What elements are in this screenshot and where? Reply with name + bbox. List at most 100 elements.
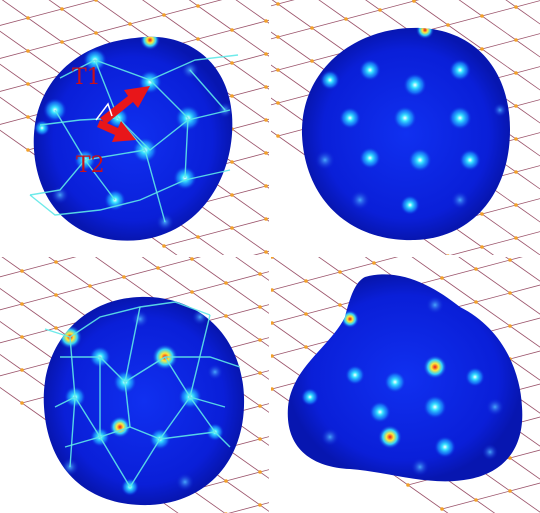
lattice-node — [196, 4, 200, 8]
lattice-line — [259, 270, 270, 275]
lattice-line — [0, 30, 29, 52]
lattice-line — [228, 504, 261, 513]
lattice-line — [0, 50, 29, 59]
lattice-line — [475, 301, 511, 327]
density-peak — [411, 458, 429, 476]
lattice-line — [0, 17, 29, 26]
lattice-line — [235, 257, 261, 275]
lattice-line — [0, 386, 23, 404]
lattice-line — [0, 270, 23, 278]
panel-bottom-left — [0, 257, 270, 513]
lattice-node — [514, 104, 518, 108]
lattice-line — [0, 353, 23, 371]
density-peak — [51, 186, 69, 204]
lattice-line — [27, 8, 63, 19]
lattice-line — [305, 280, 341, 306]
lattice-line — [259, 372, 270, 381]
lattice-node — [60, 7, 64, 11]
lattice-line — [509, 292, 540, 315]
density-peak — [109, 416, 131, 438]
lattice-line — [89, 276, 125, 287]
lattice-line — [191, 291, 227, 317]
lattice-node — [196, 37, 200, 41]
lattice-node — [54, 326, 58, 330]
lattice-node — [122, 275, 126, 279]
lattice-node — [88, 284, 92, 288]
lattice-node — [264, 217, 268, 221]
lattice-line — [225, 306, 261, 317]
density-peak — [315, 150, 335, 170]
lattice-node — [406, 483, 410, 487]
lattice-line — [231, 152, 267, 163]
lattice-node — [480, 245, 484, 249]
lattice-node — [20, 335, 24, 339]
lattice-line — [95, 0, 131, 25]
lattice-node — [20, 401, 24, 405]
lattice-node — [20, 302, 24, 306]
density-peak — [423, 395, 447, 419]
lattice-line — [413, 0, 449, 26]
lattice-node — [474, 300, 478, 304]
lattice-line — [305, 271, 341, 282]
lattice-line — [475, 268, 511, 294]
lattice-node — [440, 276, 444, 280]
lattice-node — [258, 404, 262, 408]
density-peak — [449, 59, 471, 81]
lattice-line — [481, 237, 517, 248]
lattice-node — [270, 387, 274, 391]
density-peak — [459, 149, 481, 171]
lattice-line — [515, 237, 540, 256]
lattice-line — [55, 294, 91, 320]
peaks — [301, 296, 504, 476]
lattice-node — [344, 17, 348, 21]
density-peak — [34, 120, 50, 136]
label-t2: T2 — [76, 153, 105, 178]
lattice-line — [27, 41, 63, 52]
density-peak — [350, 190, 370, 210]
lattice-node — [514, 170, 518, 174]
panel-top-left: T1 T2 — [0, 0, 270, 256]
lattice-line — [21, 303, 57, 329]
lattice-line — [0, 303, 23, 311]
lattice-line — [311, 27, 347, 53]
lattice-node — [190, 257, 194, 261]
lattice-line — [515, 132, 540, 140]
lattice-line — [231, 86, 267, 97]
lattice-line — [225, 480, 261, 506]
lattice-line — [21, 327, 57, 338]
lattice-line — [447, 246, 483, 256]
overlay-line — [39, 109, 231, 151]
overlay-line — [189, 69, 226, 111]
lattice-line — [231, 29, 267, 55]
density-peak — [359, 59, 381, 81]
lattice-node — [60, 40, 64, 44]
lattice-line — [27, 17, 63, 43]
lattice-line — [21, 336, 57, 362]
lattice-node — [264, 85, 268, 89]
lattice-line — [123, 267, 159, 278]
lattice-node — [270, 354, 274, 358]
lattice-node — [270, 257, 274, 259]
lattice-node — [230, 61, 234, 65]
lattice-line — [515, 99, 540, 107]
lattice-node — [128, 22, 132, 26]
overlay-line — [44, 301, 211, 338]
panel-divider-horizontal — [0, 255, 540, 257]
lattice-line — [509, 259, 540, 282]
lattice-node — [276, 101, 280, 105]
lattice-node — [258, 305, 262, 309]
density-peak — [384, 371, 406, 393]
lattice-node — [338, 303, 342, 307]
lattice-line — [509, 350, 540, 360]
lattice-line — [231, 20, 267, 31]
lattice-line — [515, 0, 540, 8]
lattice-line — [515, 33, 540, 41]
lattice-line — [225, 339, 261, 350]
lattice-line — [21, 294, 57, 305]
lattice-line — [191, 258, 227, 284]
lattice-line — [142, 0, 165, 16]
lattice-line — [475, 292, 511, 303]
lattice-line — [407, 484, 443, 510]
direction-arrows — [95, 86, 150, 142]
lattice-line — [61, 0, 97, 10]
